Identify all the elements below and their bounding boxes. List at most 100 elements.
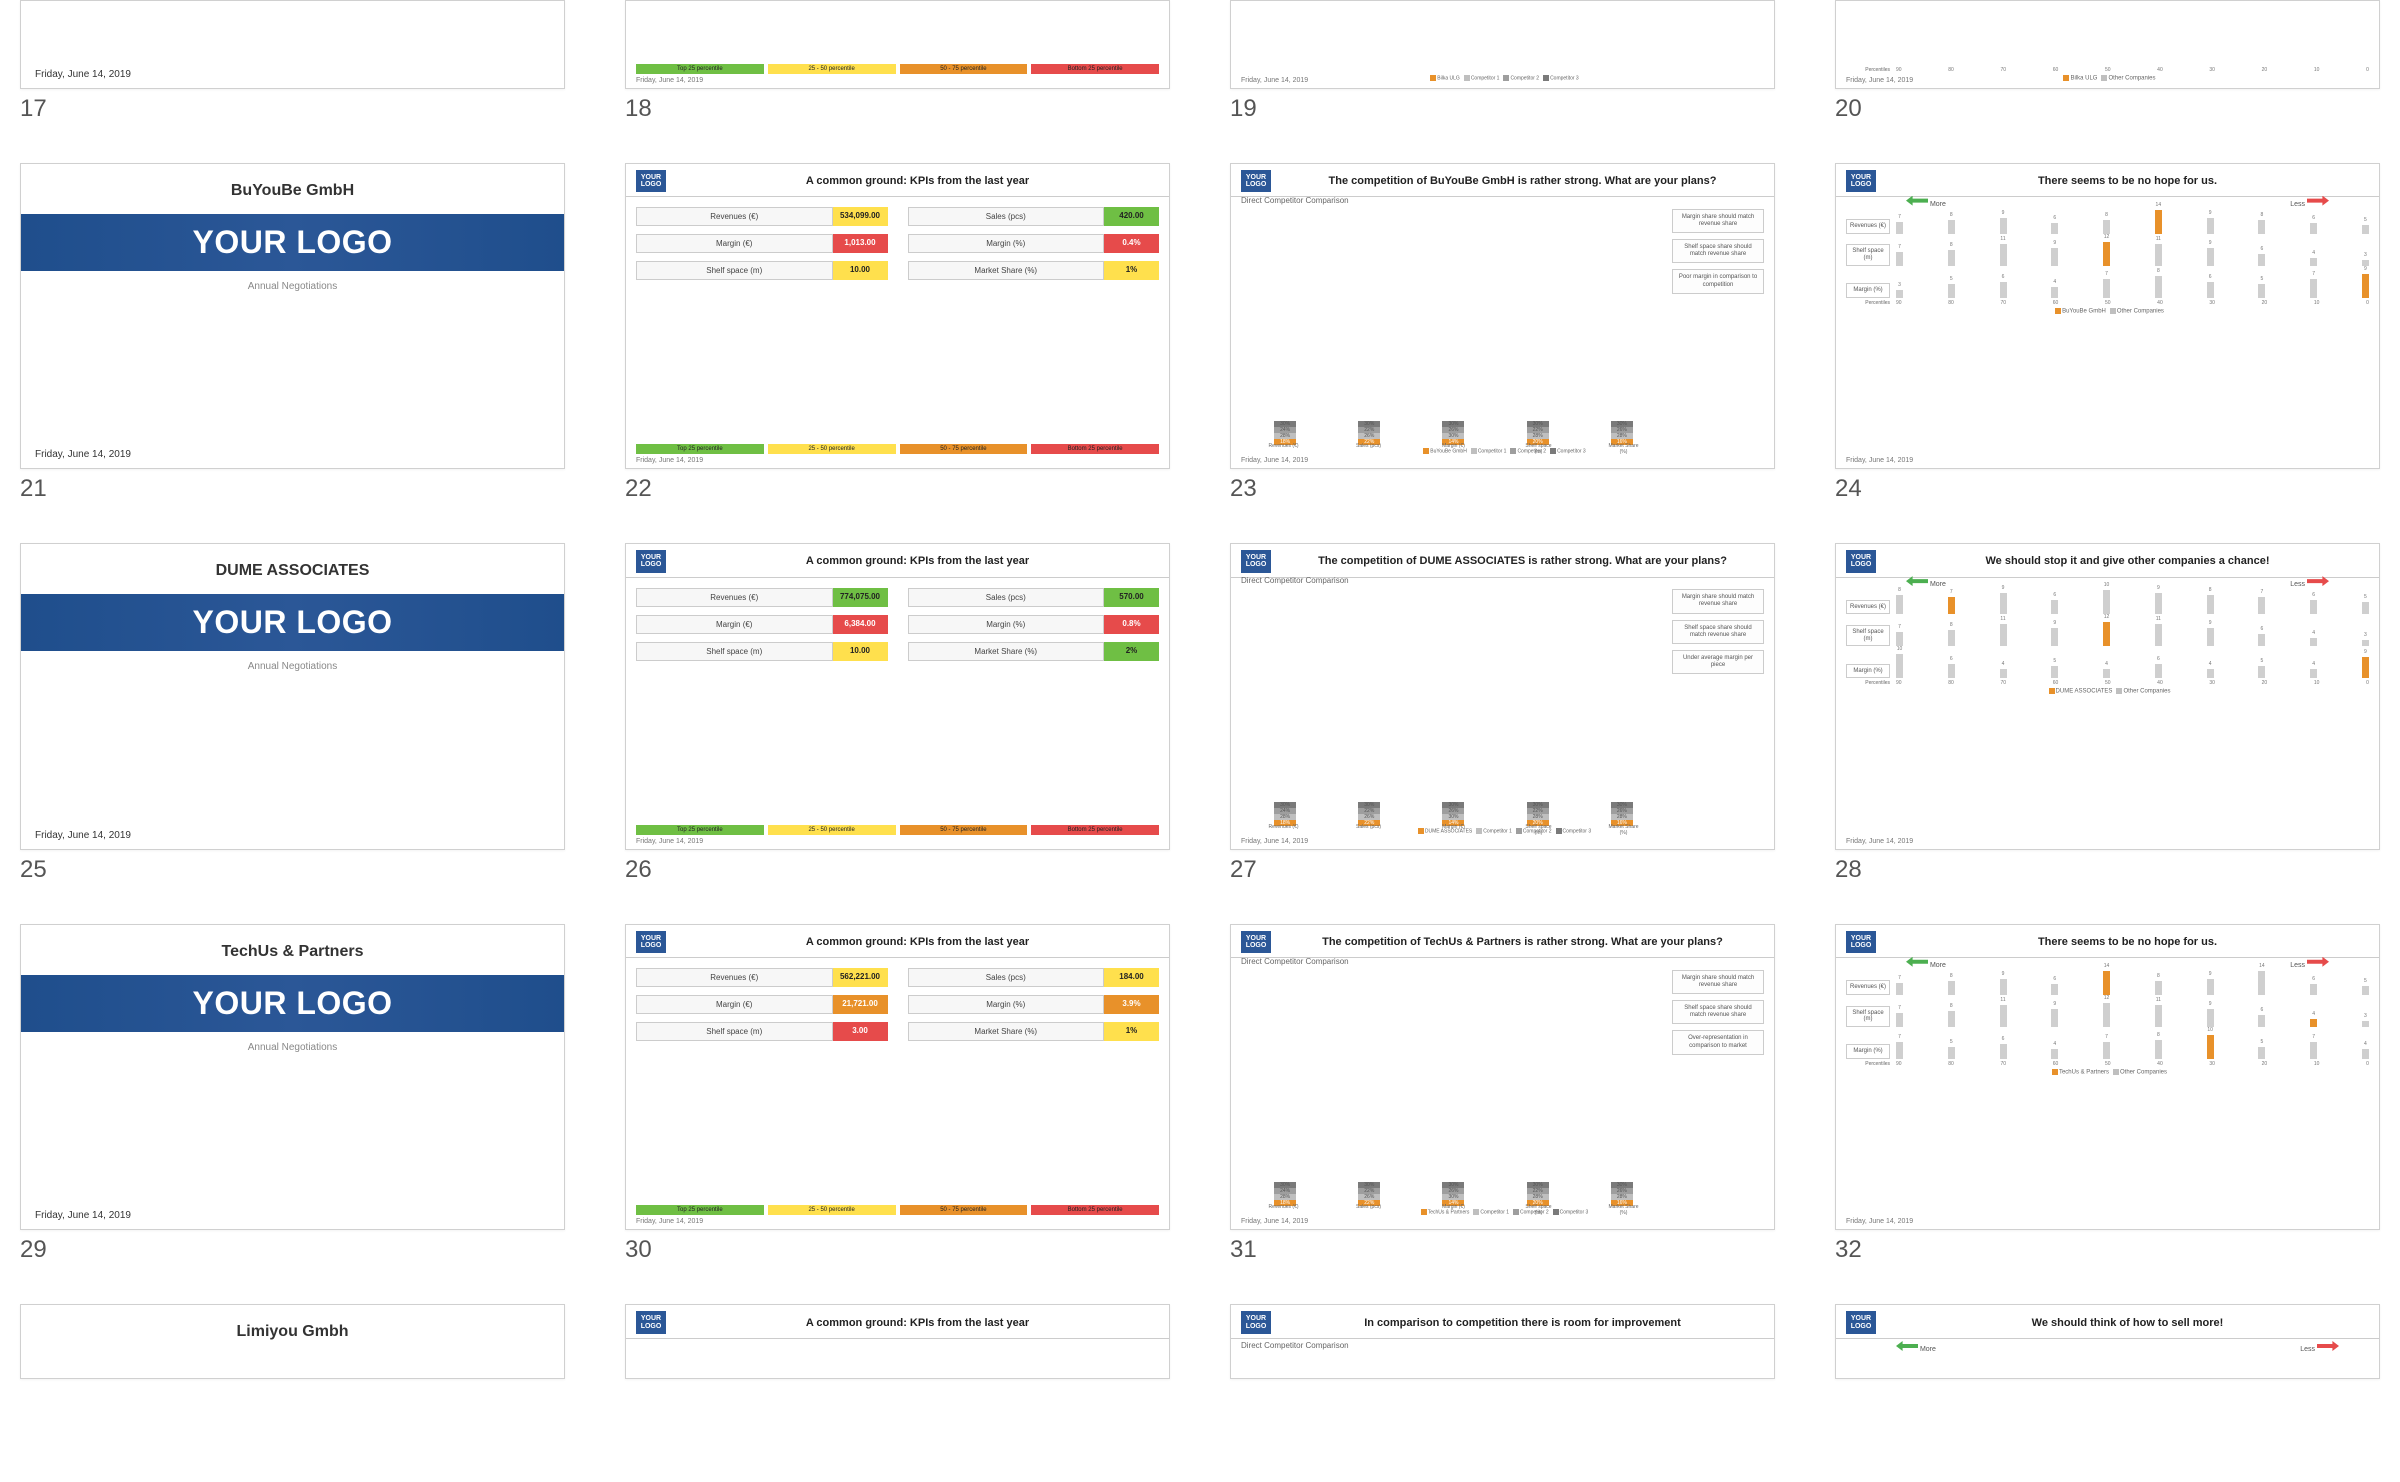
bar-value: 6 bbox=[2002, 1036, 2005, 1042]
bar-value: 6 bbox=[2312, 592, 2315, 598]
axis-tick: 60 bbox=[2053, 680, 2059, 686]
slide-thumbnail[interactable]: Percentiles9080706050403020100Bilka ULGO… bbox=[1835, 0, 2380, 89]
axis-tick: 20 bbox=[2262, 1061, 2268, 1067]
slide-thumbnail[interactable]: YOURLOGOA common ground: KPIs from the l… bbox=[625, 1304, 1170, 1379]
bar-value: 7 bbox=[2312, 1034, 2315, 1040]
percentile-bar: 4 bbox=[2207, 669, 2214, 679]
percentile-bar: 8 bbox=[2155, 981, 2162, 995]
axis-tick: 50 bbox=[2105, 1061, 2111, 1067]
more-less-row: MoreLess bbox=[1846, 196, 2369, 210]
slide-thumbnail[interactable]: DUME ASSOCIATESYOUR LOGOAnnual Negotiati… bbox=[20, 543, 565, 850]
slide-number: 20 bbox=[1835, 95, 2380, 123]
bar-value: 8 bbox=[1950, 242, 1953, 248]
kpi-row: Market Share (%)2% bbox=[908, 642, 1160, 661]
kpi-value: 3.9% bbox=[1104, 995, 1159, 1014]
bar-value: 8 bbox=[1950, 973, 1953, 979]
axis-tick: 30 bbox=[2209, 1061, 2215, 1067]
percentile-bar: 7 bbox=[2103, 279, 2110, 298]
slide-number: 26 bbox=[625, 856, 1170, 884]
percentile-bar: 7 bbox=[1896, 1013, 1903, 1027]
percentile-bar: 14 bbox=[2103, 971, 2110, 995]
bar-value: 9 bbox=[2209, 210, 2212, 216]
percentile-bar: 7 bbox=[1896, 222, 1903, 234]
slide-cell: YOURLOGOWe should think of how to sell m… bbox=[1835, 1304, 2380, 1379]
bar-value: 5 bbox=[2364, 594, 2367, 600]
arrow-less-icon bbox=[2307, 957, 2329, 967]
percentile-bar: 5 bbox=[1948, 1047, 1955, 1059]
slide-thumbnail[interactable]: YOURLOGOA common ground: KPIs from the l… bbox=[625, 163, 1170, 470]
percentile-bar: 9 bbox=[2362, 657, 2369, 679]
axis-tick: 20 bbox=[2262, 680, 2268, 686]
percentile-bar: 7 bbox=[1896, 632, 1903, 646]
slide-thumbnail[interactable]: Bilka ULGCompetitor 1Competitor 2Competi… bbox=[1230, 0, 1775, 89]
percentile-bar: 4 bbox=[2310, 638, 2317, 646]
company-name: TechUs & Partners bbox=[21, 943, 564, 961]
percentile-bar: 5 bbox=[2258, 1047, 2265, 1059]
slide-header: YOURLOGOIn comparison to competition the… bbox=[1231, 1305, 1774, 1339]
axis-tick: 10 bbox=[2314, 1061, 2320, 1067]
slide-thumbnail[interactable]: YOURLOGOThere seems to be no hope for us… bbox=[1835, 924, 2380, 1231]
slide-thumbnail[interactable]: YOURLOGOThe competition of TechUs & Part… bbox=[1230, 924, 1775, 1231]
kpi-value: 1% bbox=[1104, 261, 1159, 280]
kpi-label: Revenues (€) bbox=[636, 588, 833, 607]
logo-chip: YOURLOGO bbox=[1241, 931, 1271, 954]
note-box: Margin share should match revenue share bbox=[1672, 970, 1764, 994]
percentile-bar: 6 bbox=[2155, 664, 2162, 678]
slide-thumbnail[interactable]: Limiyou Gmbh bbox=[20, 1304, 565, 1379]
kpi-row: Margin (%)0.4% bbox=[908, 234, 1160, 253]
percentile-bar: 4 bbox=[2051, 1049, 2058, 1059]
logo-chip: YOURLOGO bbox=[1241, 170, 1271, 193]
footer-date: Friday, June 14, 2019 bbox=[35, 830, 131, 841]
slide-thumbnail[interactable]: YOURLOGOA common ground: KPIs from the l… bbox=[625, 543, 1170, 850]
slide-thumbnail[interactable]: YOURLOGO The competition of BuYouBe GmbH … bbox=[1230, 163, 1775, 470]
chart-legend: Bilka ULGCompetitor 1Competitor 2Competi… bbox=[1241, 75, 1764, 81]
bar-value: 6 bbox=[2053, 592, 2056, 598]
slide-thumbnail[interactable]: YOURLOGOThe competition of DUME ASSOCIAT… bbox=[1230, 543, 1775, 850]
percentile-bar: 6 bbox=[2258, 1015, 2265, 1027]
kpi-row: Shelf space (m)10.00 bbox=[636, 642, 888, 661]
arrow-less-icon bbox=[2317, 1341, 2339, 1351]
percentile-bar: 12 bbox=[2103, 242, 2110, 266]
note-box: Over-representation in comparison to mar… bbox=[1672, 1030, 1764, 1054]
percentile-bar: 4 bbox=[2103, 669, 2110, 679]
axis-label: Percentiles bbox=[1846, 67, 1890, 73]
slide-header: YOURLOGOWe should think of how to sell m… bbox=[1836, 1305, 2379, 1339]
percentile-bar: 6 bbox=[2258, 254, 2265, 266]
slide-thumbnail[interactable]: YOURLOGOWe should stop it and give other… bbox=[1835, 543, 2380, 850]
slide-thumbnail[interactable]: YOURLOGOA common ground: KPIs from the l… bbox=[625, 924, 1170, 1231]
bar-value: 9 bbox=[2053, 1001, 2056, 1007]
slide-number: 22 bbox=[625, 475, 1170, 503]
slide-thumbnail[interactable]: Top 25 percentile25 - 50 percentile50 - … bbox=[625, 0, 1170, 89]
slide-thumbnail[interactable]: YOURLOGOThere seems to be no hope for us… bbox=[1835, 163, 2380, 470]
axis-tick: 40 bbox=[2157, 67, 2163, 73]
percentile-bar: 11 bbox=[2000, 244, 2007, 266]
bar-value: 6 bbox=[2312, 215, 2315, 221]
axis-tick: 0 bbox=[2366, 67, 2369, 73]
slide-title: The competition of BuYouBe GmbH is rathe… bbox=[1281, 175, 1764, 187]
bar-value: 14 bbox=[2156, 202, 2162, 208]
percentile-bar: 9 bbox=[2051, 628, 2058, 646]
bar-value: 8 bbox=[1898, 587, 1901, 593]
bar-value: 6 bbox=[1950, 656, 1953, 662]
percentile-bar: 5 bbox=[2258, 284, 2265, 297]
percentile-bar: 5 bbox=[1948, 284, 1955, 297]
percentile-bar: 8 bbox=[2155, 276, 2162, 297]
axis-tick: 80 bbox=[1948, 1061, 1954, 1067]
bar-value: 9 bbox=[2053, 240, 2056, 246]
bar-value: 9 bbox=[2002, 210, 2005, 216]
slide-thumbnail[interactable]: YOURLOGOIn comparison to competition the… bbox=[1230, 1304, 1775, 1379]
kpi-value: 420.00 bbox=[1104, 207, 1159, 226]
slide-thumbnail[interactable]: BuYouBe GmbHYOUR LOGOAnnual Negotiations… bbox=[20, 163, 565, 470]
percentile-bar: 9 bbox=[2207, 628, 2214, 646]
chart-legend: DUME ASSOCIATESOther Companies bbox=[1846, 688, 2369, 695]
kpi-row: Margin (%)3.9% bbox=[908, 995, 1160, 1014]
percentile-bar: 8 bbox=[1948, 630, 1955, 646]
slide-thumbnail[interactable]: TechUs & PartnersYOUR LOGOAnnual Negotia… bbox=[20, 924, 565, 1231]
kpi-label: Revenues (€) bbox=[636, 207, 833, 226]
percentile-bar: 9 bbox=[2207, 979, 2214, 994]
slide-thumbnail[interactable]: YOURLOGOWe should think of how to sell m… bbox=[1835, 1304, 2380, 1379]
slide-thumbnail[interactable]: Friday, June 14, 2019 bbox=[20, 0, 565, 89]
percentile-bar: 5 bbox=[2258, 666, 2265, 678]
axis-tick: 40 bbox=[2157, 680, 2163, 686]
bar-value: 12 bbox=[2104, 995, 2110, 1001]
